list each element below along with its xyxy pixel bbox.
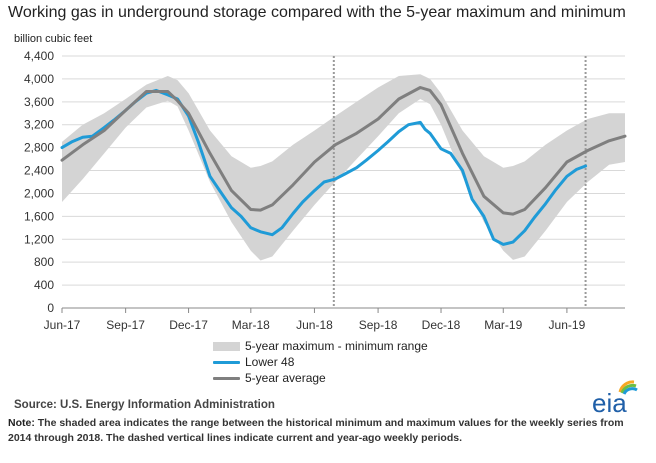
legend-label-range: 5-year maximum - minimum range	[245, 339, 428, 353]
eia-logo: eia	[592, 380, 638, 416]
y-tick-label: 2,800	[24, 141, 54, 155]
legend-item-range: 5-year maximum - minimum range	[213, 338, 428, 354]
y-tick-label: 3,200	[24, 118, 54, 132]
legend-item-avg: 5-year average	[213, 370, 428, 386]
y-tick-label: 400	[34, 278, 54, 292]
x-tick-label: Sep-18	[359, 318, 398, 332]
x-tick-label: Mar-18	[232, 318, 270, 332]
chart-title: Working gas in underground storage compa…	[8, 4, 626, 21]
x-tick-label: Jun-17	[44, 318, 81, 332]
x-tick-label: Jun-19	[549, 318, 586, 332]
note-label: Note:	[8, 417, 35, 429]
range-band	[62, 74, 625, 261]
line-layer	[60, 86, 627, 246]
footnote: Note: The shaded area indicates the rang…	[8, 416, 648, 446]
chart-plot: 0 400 800 1,200 1,600 2,000 2,400 2,800 3,200 3,6…	[24, 49, 627, 332]
legend-item-lower48: Lower 48	[213, 354, 428, 370]
logo-text: eia	[592, 388, 627, 416]
y-tick-label: 4,400	[24, 49, 54, 63]
source-note: Source: U.S. Energy Information Administ…	[14, 399, 275, 411]
y-tick-label: 0	[47, 301, 54, 315]
y-unit-label: billion cubic feet	[14, 33, 93, 45]
y-tick-label: 800	[34, 255, 54, 269]
x-tick-label: Mar-19	[484, 318, 522, 332]
y-tick-label: 2,400	[24, 164, 54, 178]
dashed-lines	[332, 56, 587, 308]
legend-label-lower48: Lower 48	[245, 355, 295, 369]
logo-arcs-icon	[618, 380, 638, 395]
x-tick-label: Dec-18	[422, 318, 461, 332]
y-tick-label: 1,600	[24, 209, 54, 223]
band-layer	[62, 74, 625, 261]
grid-layer	[62, 55, 625, 286]
note-text: The shaded area indicates the range betw…	[8, 417, 624, 444]
axis-layer: 0 400 800 1,200 1,600 2,000 2,400 2,800 3,200 3,6…	[24, 49, 625, 332]
x-tick-label: Dec-17	[169, 318, 208, 332]
y-tick-label: 4,000	[24, 72, 54, 86]
legend: 5-year maximum - minimum range Lower 48 …	[213, 338, 428, 386]
y-tick-label: 2,000	[24, 186, 54, 200]
five-year-average-line	[60, 86, 627, 216]
avg-swatch	[213, 376, 240, 380]
y-tick-label: 3,600	[24, 95, 54, 109]
range-swatch	[213, 341, 240, 351]
x-tick-label: Jun-18	[296, 318, 333, 332]
x-tick-label: Sep-17	[106, 318, 145, 332]
y-tick-label: 1,200	[24, 232, 54, 246]
lower48-swatch	[213, 360, 240, 364]
legend-label-avg: 5-year average	[245, 371, 326, 385]
